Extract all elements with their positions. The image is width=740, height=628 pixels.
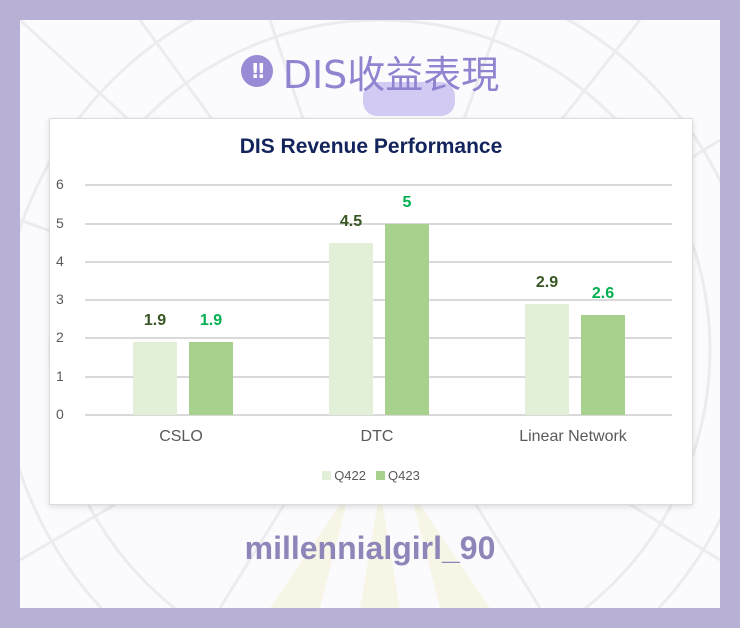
- legend-swatch-icon: [376, 471, 385, 480]
- bar-q423-dtc: [385, 223, 429, 415]
- legend-swatch-icon: [322, 471, 332, 480]
- gridline: [85, 260, 672, 263]
- legend-label: Q423: [388, 468, 420, 483]
- watermark-username: millennialgirl_90: [244, 530, 496, 566]
- legend-label: Q422: [334, 468, 366, 483]
- data-label: 1.9: [143, 312, 167, 330]
- bar-q423-linear-network: [581, 315, 625, 415]
- bar-q423-cslo: [189, 342, 233, 415]
- x-axis-label: DTC: [360, 428, 394, 445]
- y-tick-label: 1: [56, 367, 64, 384]
- bar-q422-cslo: [133, 342, 177, 415]
- data-label: 1.9: [199, 312, 223, 330]
- gridline: [85, 299, 672, 302]
- chart-title: DIS Revenue Performance: [239, 135, 503, 158]
- plot-area: 0 1 2 3 4 5 6 1.9 1.9 CSLO 4.5 5 DTC 2.9 2.6 Linear Net…: [50, 119, 692, 504]
- page-header: !! DIS收益表現: [20, 46, 720, 97]
- y-tick-label: 6: [56, 176, 64, 193]
- data-label: 2.9: [535, 273, 559, 291]
- gridline: [85, 184, 672, 187]
- legend-item-q422: Q422: [322, 468, 366, 483]
- data-label: 5: [402, 193, 412, 211]
- double-exclamation-icon: !!: [240, 55, 273, 87]
- data-label: 4.5: [339, 212, 363, 230]
- gridline: [85, 414, 672, 416]
- chart-legend: Q422 Q423: [50, 468, 692, 483]
- data-label: 2.6: [591, 285, 615, 303]
- page-title: DIS收益表現: [282, 52, 500, 97]
- y-tick-label: 5: [56, 214, 64, 231]
- bar-q422-dtc: [329, 242, 373, 415]
- y-tick-label: 4: [56, 252, 64, 269]
- gridline: [85, 375, 672, 378]
- bar-q422-linear-network: [525, 303, 569, 415]
- x-axis-label: CSLO: [159, 428, 203, 445]
- y-tick-label: 0: [56, 406, 64, 422]
- content-panel: !! DIS收益表現 DIS Revenue Performance 0 1 2 3 4…: [20, 20, 720, 608]
- title-highlight: [363, 82, 455, 116]
- y-tick-label: 2: [56, 329, 64, 346]
- chart-card: DIS Revenue Performance 0 1 2 3 4 5 6 1.9 1.9 CSL…: [49, 118, 693, 505]
- legend-item-q423: Q423: [376, 468, 420, 483]
- x-axis-label: Linear Network: [519, 428, 627, 445]
- gridline: [85, 337, 672, 340]
- y-tick-label: 3: [56, 291, 64, 308]
- gridline: [85, 222, 672, 225]
